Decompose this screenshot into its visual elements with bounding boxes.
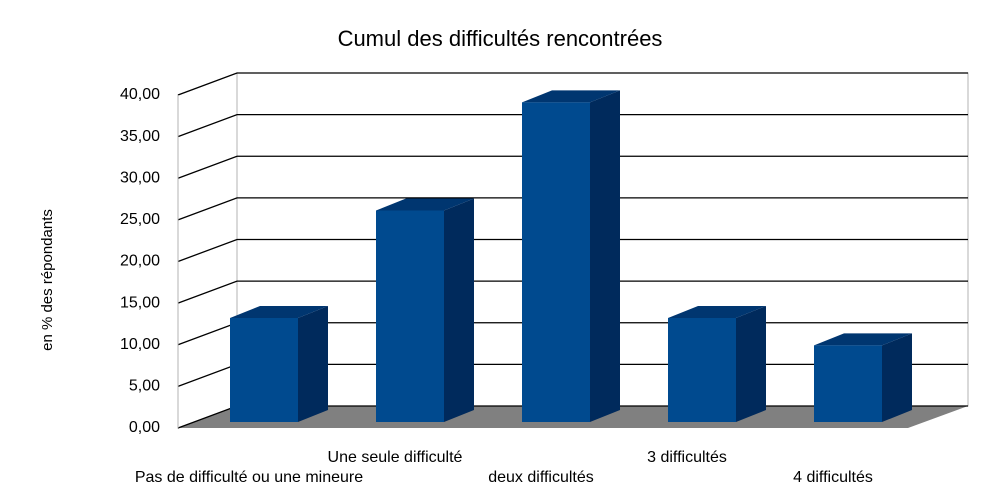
grid-line xyxy=(177,238,968,263)
bar-side xyxy=(590,90,620,422)
grid-line xyxy=(177,280,968,304)
y-tick-label: 15,00 xyxy=(120,294,160,311)
grid-line xyxy=(177,197,968,221)
chart-title: Cumul des difficultés rencontrées xyxy=(338,26,663,51)
bar-side xyxy=(882,333,912,422)
y-tick-label: 35,00 xyxy=(120,128,160,145)
bar-front xyxy=(522,102,590,422)
grid-line xyxy=(177,113,968,138)
bar xyxy=(668,305,766,422)
bar-front xyxy=(376,210,444,422)
bar xyxy=(522,90,620,422)
bar xyxy=(376,198,474,422)
x-tick-label: 3 difficultés xyxy=(647,449,727,466)
bar-front xyxy=(668,317,736,422)
x-tick-label: Pas de difficulté ou une mineure xyxy=(135,469,363,486)
y-tick-label: 10,00 xyxy=(120,336,160,353)
bar-side xyxy=(736,305,766,422)
grid-line xyxy=(177,72,968,96)
y-tick-label: 20,00 xyxy=(120,253,160,270)
x-tick-label: deux difficultés xyxy=(488,469,594,486)
y-tick-label: 25,00 xyxy=(120,211,160,228)
x-tick-label: 4 difficultés xyxy=(793,469,873,486)
bar-top xyxy=(230,305,328,318)
y-tick-label: 30,00 xyxy=(120,169,160,186)
bar-top xyxy=(668,305,766,318)
bar xyxy=(230,305,328,422)
x-tick-label: Une seule difficulté xyxy=(328,449,463,466)
y-tick-label: 40,00 xyxy=(120,86,160,103)
bar-top xyxy=(814,333,912,346)
bar xyxy=(814,333,912,422)
y-axis-title: en % des répondants xyxy=(39,209,56,351)
bar-side xyxy=(298,305,328,422)
y-tick-label: 5,00 xyxy=(129,378,160,395)
grid-line xyxy=(177,155,968,179)
bar-side xyxy=(444,198,474,422)
bar-top xyxy=(522,90,620,103)
bar-top xyxy=(376,198,474,211)
y-tick-label: 0,00 xyxy=(129,419,160,436)
bar-front xyxy=(230,317,298,422)
bar-front xyxy=(814,345,882,422)
